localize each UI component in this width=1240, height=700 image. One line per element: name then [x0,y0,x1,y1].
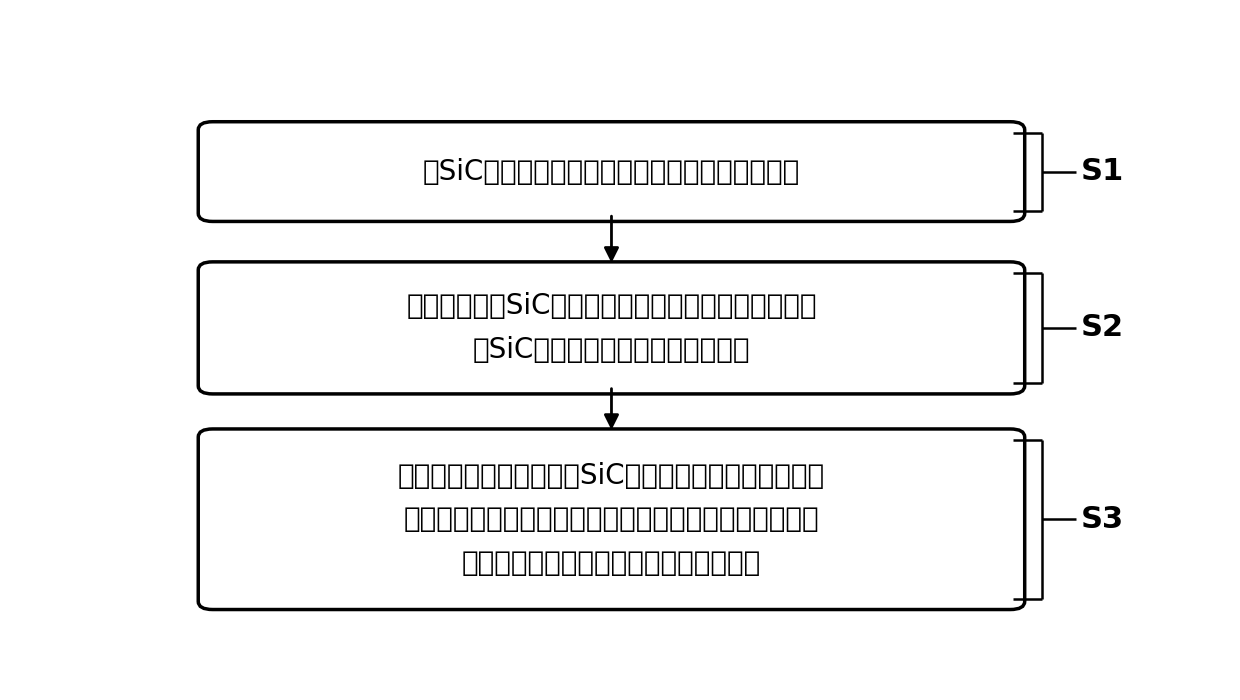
Text: 将形成有碳原子缓冲层的SiC衬底置于微波等离子体化学
气相沉积炉腔中，通入含碳气体，通入氢气作为载气，激
发等离子体在碳原子缓冲层上生长石墨烯: 将形成有碳原子缓冲层的SiC衬底置于微波等离子体化学 气相沉积炉腔中，通入含碳气… [398,462,825,577]
Text: S3: S3 [1080,505,1123,533]
FancyBboxPatch shape [198,262,1024,394]
Text: 对SiC衬底硅面进行氢刻蚀，形成原子台阶状表面: 对SiC衬底硅面进行氢刻蚀，形成原子台阶状表面 [423,158,800,186]
Text: 将氢刻蚀后的SiC衬底置于反应室中，通入惰性气体，
在SiC衬底硅面上制备碳原子缓冲层: 将氢刻蚀后的SiC衬底置于反应室中，通入惰性气体， 在SiC衬底硅面上制备碳原子… [407,292,817,363]
FancyBboxPatch shape [198,122,1024,221]
Text: S2: S2 [1080,314,1123,342]
Text: S1: S1 [1080,157,1123,186]
FancyBboxPatch shape [198,429,1024,610]
